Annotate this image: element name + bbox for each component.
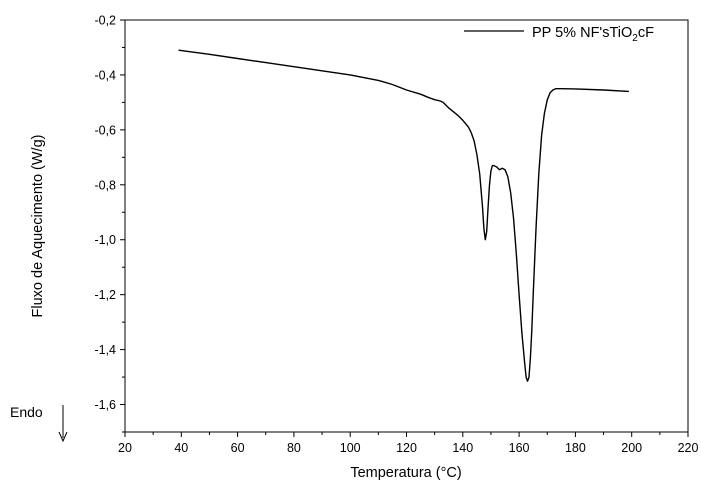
- plot-frame: [124, 19, 689, 433]
- y-axis-ticks: -0,2 -0,4 -0,6 -0,8 -1,0 -1,2 -1,4 -1,6: [94, 14, 125, 433]
- y-tick-label: -0,2: [94, 14, 116, 28]
- y-tick-label: -1,6: [94, 398, 116, 412]
- x-tick-label: 100: [340, 441, 361, 455]
- x-tick-label: 220: [678, 441, 699, 455]
- x-tick-label: 140: [452, 441, 473, 455]
- endo-annotation: Endo: [10, 404, 68, 443]
- legend-label-part: cF: [638, 25, 654, 41]
- y-axis-label: Fluxo de Aquecimento (W/g): [30, 135, 46, 318]
- x-tick-label: 40: [174, 441, 188, 455]
- series-line: [178, 49, 629, 382]
- legend: PP 5% NF'sTiO2cF: [464, 25, 654, 44]
- series-layer: [178, 49, 629, 382]
- x-tick-label: 200: [621, 441, 642, 455]
- y-tick-label: -1,2: [94, 288, 116, 302]
- y-tick-label: -1,4: [94, 343, 116, 357]
- x-tick-label: 20: [118, 441, 132, 455]
- endo-label: Endo: [10, 404, 43, 420]
- x-tick-label: 60: [231, 441, 245, 455]
- x-tick-label: 180: [565, 441, 586, 455]
- legend-label-part: PP 5% NF'sTiO: [532, 25, 632, 41]
- down-arrow-icon: [58, 405, 68, 443]
- y-tick-label: -0,8: [94, 178, 116, 192]
- y-tick-label: -0,4: [94, 68, 116, 82]
- y-tick-label: -1,0: [94, 233, 116, 247]
- x-axis-label: Temperatura (°C): [350, 465, 461, 481]
- y-tick-label: -0,6: [94, 123, 116, 137]
- legend-label-subscript: 2: [632, 33, 638, 44]
- legend-label: PP 5% NF'sTiO2cF: [532, 25, 654, 44]
- x-tick-label: 120: [396, 441, 417, 455]
- x-tick-label: 160: [509, 441, 530, 455]
- x-axis-ticks: 20 40 60 80 100 120 140 160 180 200 220: [118, 432, 698, 455]
- x-tick-label: 80: [287, 441, 301, 455]
